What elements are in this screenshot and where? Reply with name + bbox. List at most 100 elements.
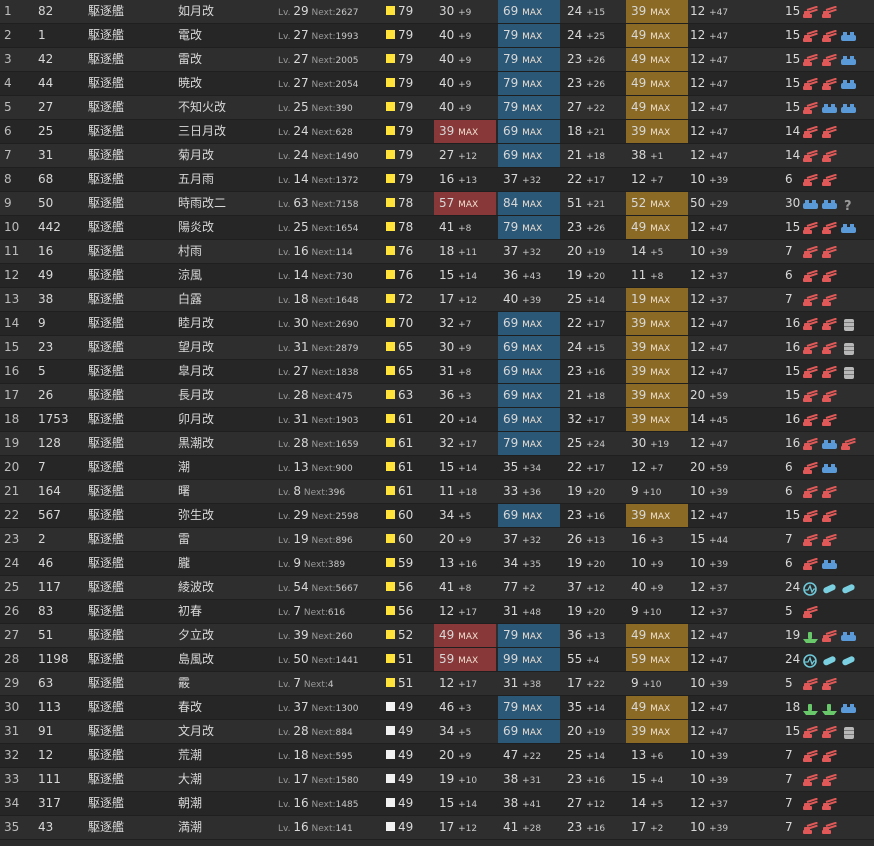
evasion-stat: 12 +37 <box>690 268 729 282</box>
table-row[interactable]: 25 117 駆逐艦 綾波改 Lv. 54 Next:5667 56 41 +8… <box>0 576 874 600</box>
armor-stat: 39 MAX <box>626 120 688 143</box>
firepower-stat: 19 +10 <box>439 772 478 786</box>
table-row[interactable]: 27 51 駆逐艦 夕立改 Lv. 39 Next:260 52 49 MAX … <box>0 624 874 648</box>
table-row[interactable]: 33 111 駆逐艦 大潮 Lv. 17 Next:1580 49 19 +10… <box>0 768 874 792</box>
evasion-stat: 10 +39 <box>690 244 729 258</box>
table-row[interactable]: 24 46 駆逐艦 朧 Lv. 9 Next:389 59 13 +16 34 … <box>0 552 874 576</box>
ship-name: 睦月改 <box>178 316 215 330</box>
condition-square-icon <box>386 222 395 231</box>
firepower-stat: 20 +9 <box>439 532 472 546</box>
table-row[interactable]: 23 2 駆逐艦 雷 Lv. 19 Next:896 60 20 +9 37 +… <box>0 528 874 552</box>
gun-red-icon <box>821 797 838 811</box>
evasion-stat: 10 +39 <box>690 484 729 498</box>
ship-id: 111 <box>38 772 61 786</box>
condition: 61 <box>386 432 430 455</box>
gun-red-icon <box>821 29 838 43</box>
table-row[interactable]: 34 317 駆逐艦 朝潮 Lv. 16 Next:1485 49 15 +14… <box>0 792 874 816</box>
table-row[interactable]: 4 44 駆逐艦 暁改 Lv. 27 Next:2054 79 40 +9 79… <box>0 72 874 96</box>
ship-name: 五月雨 <box>178 172 215 186</box>
table-row[interactable]: 17 26 駆逐艦 長月改 Lv. 28 Next:475 63 36 +3 6… <box>0 384 874 408</box>
table-row[interactable]: 28 1198 駆逐艦 島風改 Lv. 50 Next:1441 51 59 M… <box>0 648 874 672</box>
condition: 79 <box>386 24 430 47</box>
row-index: 24 <box>4 556 20 570</box>
torpedo-stat: 79 MAX <box>498 72 560 95</box>
table-row[interactable]: 19 128 駆逐艦 黒潮改 Lv. 28 Next:1659 61 32 +1… <box>0 432 874 456</box>
ship-level: Lv. 25 Next:1654 <box>278 220 359 234</box>
equipment-slots <box>802 0 874 23</box>
table-row[interactable]: 21 164 駆逐艦 曙 Lv. 8 Next:396 61 11 +18 33… <box>0 480 874 504</box>
armor-stat: 14 +5 <box>631 244 664 258</box>
ship-level: Lv. 30 Next:2690 <box>278 316 359 330</box>
gun-red-icon <box>802 437 819 451</box>
evasion-stat: 10 +39 <box>690 676 729 690</box>
table-row[interactable]: 10 442 駆逐艦 陽炎改 Lv. 25 Next:1654 78 41 +8… <box>0 216 874 240</box>
ship-level: Lv. 7 Next:616 <box>278 604 346 618</box>
firepower-stat: 32 +17 <box>439 436 478 450</box>
ship-type: 駆逐艦 <box>88 556 125 570</box>
luck-stat: 6 <box>785 556 793 570</box>
ship-id: 27 <box>38 100 54 114</box>
table-row[interactable]: 26 83 駆逐艦 初春 Lv. 7 Next:616 56 12 +17 31… <box>0 600 874 624</box>
antiair-stat: 20 +19 <box>567 724 606 738</box>
ship-id: 43 <box>38 820 54 834</box>
table-row[interactable]: 16 5 駆逐艦 皐月改 Lv. 27 Next:1838 65 31 +8 6… <box>0 360 874 384</box>
ship-level: Lv. 7 Next:4 <box>278 676 334 690</box>
row-index: 15 <box>4 340 20 354</box>
condition: 52 <box>386 624 430 647</box>
ship-type: 駆逐艦 <box>88 748 125 762</box>
antiair-stat: 25 +24 <box>567 436 606 450</box>
row-index: 4 <box>4 76 12 90</box>
armor-stat: 16 +3 <box>631 532 664 546</box>
ship-name: 文月改 <box>178 724 215 738</box>
equipment-slots <box>802 96 874 119</box>
table-row[interactable]: 9 50 駆逐艦 時雨改二 Lv. 63 Next:7158 78 57 MAX… <box>0 192 874 216</box>
armor-stat: 39 MAX <box>626 720 688 743</box>
sonar-icon <box>802 581 819 596</box>
condition-square-icon <box>386 6 395 15</box>
torpedo-stat: 79 MAX <box>498 696 560 719</box>
table-row[interactable]: 15 23 駆逐艦 望月改 Lv. 31 Next:2879 65 30 +9 … <box>0 336 874 360</box>
firepower-stat: 46 +3 <box>439 700 472 714</box>
table-row[interactable]: 1 82 駆逐艦 如月改 Lv. 29 Next:2627 79 30 +9 6… <box>0 0 874 24</box>
table-row[interactable]: 30 113 駆逐艦 春改 Lv. 37 Next:1300 49 46 +3 … <box>0 696 874 720</box>
armor-stat: 13 +6 <box>631 748 664 762</box>
table-row[interactable]: 13 38 駆逐艦 白露 Lv. 18 Next:1648 72 17 +12 … <box>0 288 874 312</box>
depth-charge-icon <box>821 581 838 595</box>
firepower-stat: 40 +9 <box>439 28 472 42</box>
gun-red-icon <box>802 461 819 475</box>
antiair-stat: 25 +14 <box>567 292 606 306</box>
condition: 49 <box>386 720 430 743</box>
table-row[interactable]: 20 7 駆逐艦 潮 Lv. 13 Next:900 61 15 +14 35 … <box>0 456 874 480</box>
table-row[interactable]: 12 49 駆逐艦 涼風 Lv. 14 Next:730 76 15 +14 3… <box>0 264 874 288</box>
luck-stat: 18 <box>785 700 801 714</box>
gun-red-icon <box>802 797 819 811</box>
condition: 59 <box>386 552 430 575</box>
table-row[interactable]: 5 27 駆逐艦 不知火改 Lv. 25 Next:390 79 40 +9 7… <box>0 96 874 120</box>
gun-red-icon <box>821 77 838 91</box>
table-row[interactable]: 2 1 駆逐艦 電改 Lv. 27 Next:1993 79 40 +9 79 … <box>0 24 874 48</box>
armor-stat: 39 MAX <box>626 408 688 431</box>
table-row[interactable]: 6 25 駆逐艦 三日月改 Lv. 24 Next:628 79 39 MAX … <box>0 120 874 144</box>
table-row[interactable]: 31 91 駆逐艦 文月改 Lv. 28 Next:884 49 34 +5 6… <box>0 720 874 744</box>
gun-red-icon <box>802 149 819 163</box>
ship-type: 駆逐艦 <box>88 196 125 210</box>
table-row[interactable]: 3 42 駆逐艦 雷改 Lv. 27 Next:2005 79 40 +9 79… <box>0 48 874 72</box>
table-row[interactable]: 32 12 駆逐艦 荒潮 Lv. 18 Next:595 49 20 +9 47… <box>0 744 874 768</box>
condition-square-icon <box>386 534 395 543</box>
condition-square-icon <box>386 78 395 87</box>
table-row[interactable]: 18 1753 駆逐艦 卯月改 Lv. 31 Next:1903 61 20 +… <box>0 408 874 432</box>
gun-red-icon <box>821 173 838 187</box>
ship-id: 442 <box>38 220 61 234</box>
table-row[interactable]: 8 68 駆逐艦 五月雨 Lv. 14 Next:1372 79 16 +13 … <box>0 168 874 192</box>
table-row[interactable]: 22 567 駆逐艦 弥生改 Lv. 29 Next:2598 60 34 +5… <box>0 504 874 528</box>
table-row[interactable]: 7 31 駆逐艦 菊月改 Lv. 24 Next:1490 79 27 +12 … <box>0 144 874 168</box>
ship-type: 駆逐艦 <box>88 28 125 42</box>
condition-square-icon <box>386 294 395 303</box>
torpedo-blue-icon <box>840 221 857 235</box>
table-row[interactable]: 14 9 駆逐艦 睦月改 Lv. 30 Next:2690 70 32 +7 6… <box>0 312 874 336</box>
table-row[interactable]: 29 63 駆逐艦 霰 Lv. 7 Next:4 51 12 +17 31 +3… <box>0 672 874 696</box>
ship-id: 31 <box>38 148 54 162</box>
table-row[interactable]: 11 16 駆逐艦 村雨 Lv. 16 Next:114 76 18 +11 3… <box>0 240 874 264</box>
table-row[interactable]: 35 43 駆逐艦 満潮 Lv. 16 Next:141 49 17 +12 4… <box>0 816 874 840</box>
equipment-slots <box>802 648 874 671</box>
